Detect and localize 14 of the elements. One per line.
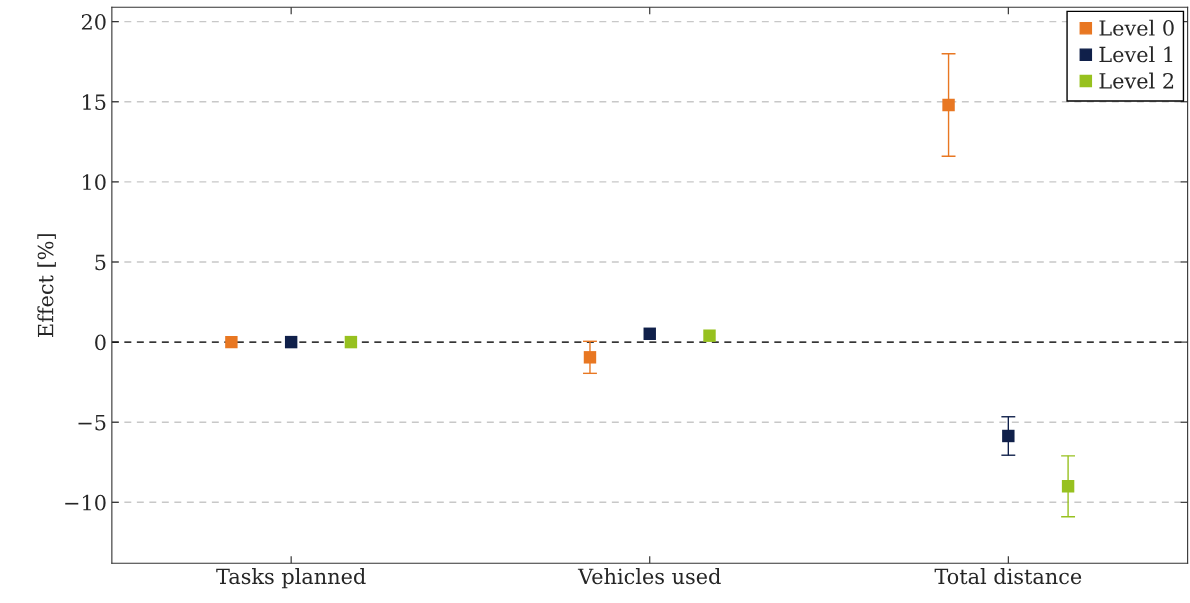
- x-tick-label: Vehicles used: [577, 568, 721, 585]
- legend-label: Level 1: [1099, 46, 1173, 63]
- legend-label: Level 2: [1099, 72, 1174, 89]
- y-axis-title: Effect [%]: [37, 234, 56, 337]
- x-tick-label: Total distance: [934, 568, 1082, 585]
- y-tick-label: 5: [95, 254, 106, 271]
- y-tick-label: 0: [95, 334, 106, 351]
- x-tick-label: Tasks planned: [216, 568, 366, 589]
- y-tick-label: −10: [65, 494, 106, 511]
- y-tick-label: 15: [83, 94, 106, 110]
- y-tick-label: −5: [78, 414, 106, 431]
- y-tick-label: 10: [83, 174, 106, 191]
- legend-label: Level 0: [1099, 19, 1174, 36]
- y-tick-label: 20: [81, 14, 106, 30]
